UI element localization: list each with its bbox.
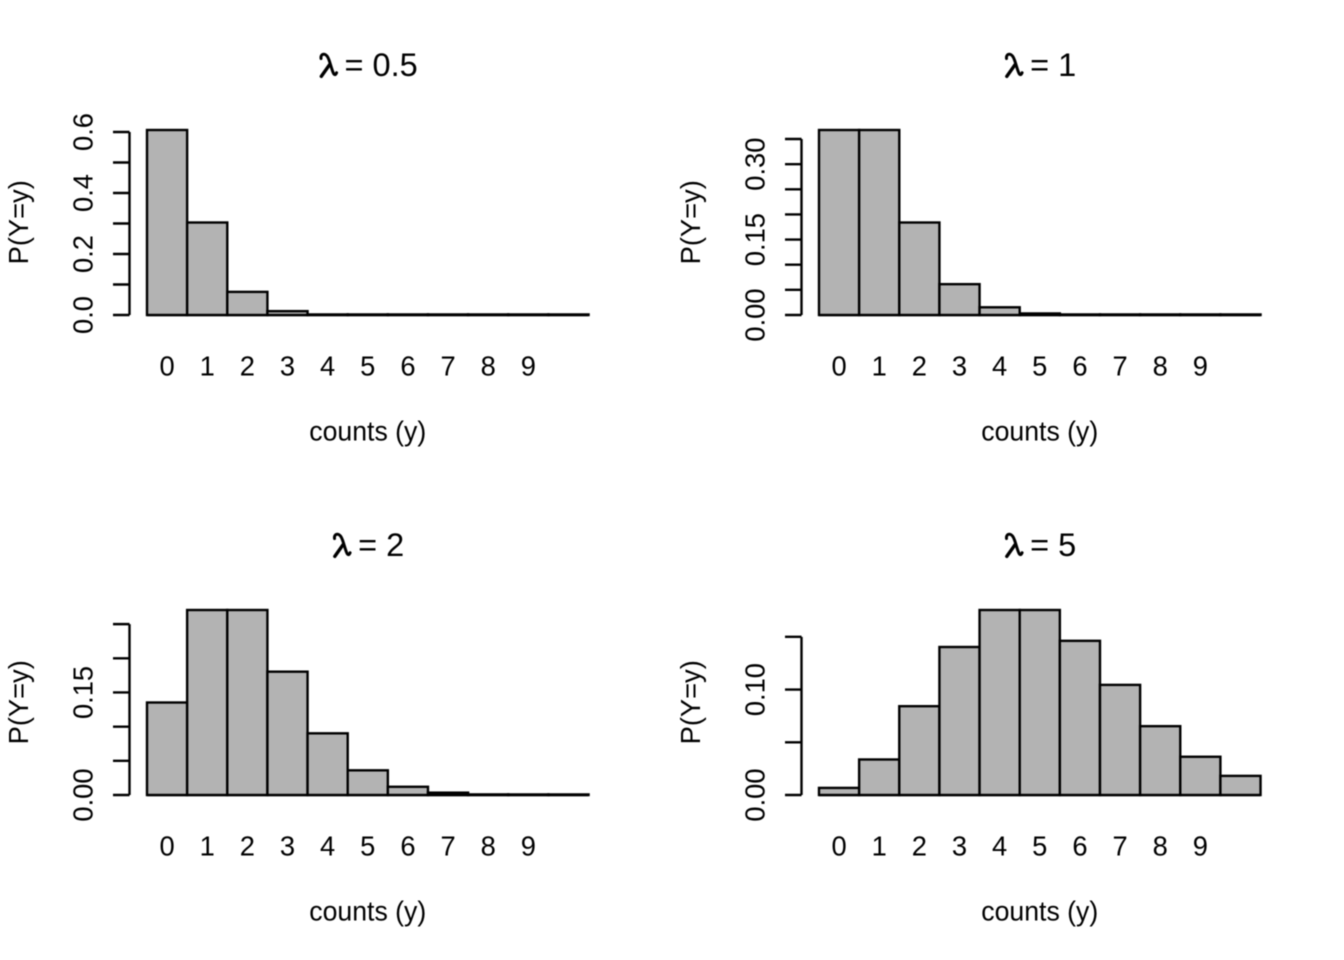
svg-text:8: 8 (1153, 351, 1168, 382)
svg-text:1: 1 (872, 351, 887, 382)
svg-text:5: 5 (1032, 831, 1047, 862)
svg-text:0.15: 0.15 (68, 666, 99, 719)
svg-text:0.15: 0.15 (740, 213, 771, 266)
svg-text:counts (y): counts (y) (309, 415, 426, 446)
svg-text:8: 8 (481, 351, 496, 382)
svg-text:4: 4 (992, 831, 1007, 862)
svg-text:0: 0 (831, 351, 846, 382)
svg-text:3: 3 (952, 831, 967, 862)
svg-text:7: 7 (440, 831, 455, 862)
svg-text:7: 7 (1112, 351, 1127, 382)
svg-text:1: 1 (872, 831, 887, 862)
svg-text:P(Y=y): P(Y=y) (3, 180, 34, 264)
svg-text:0.10: 0.10 (740, 663, 771, 716)
svg-text:9: 9 (521, 351, 536, 382)
svg-text:4: 4 (320, 831, 335, 862)
svg-text:counts (y): counts (y) (981, 415, 1098, 446)
svg-text:0: 0 (159, 351, 174, 382)
svg-text:P(Y=y): P(Y=y) (675, 180, 706, 264)
svg-text:1: 1 (200, 831, 215, 862)
svg-text:counts (y): counts (y) (981, 895, 1098, 926)
svg-text:7: 7 (440, 351, 455, 382)
svg-text:5: 5 (360, 831, 375, 862)
svg-text:0.00: 0.00 (68, 768, 99, 821)
svg-text:8: 8 (1153, 831, 1168, 862)
svg-text:2: 2 (912, 831, 927, 862)
svg-text:5: 5 (360, 351, 375, 382)
svg-text:0.00: 0.00 (740, 288, 771, 341)
svg-text:P(Y=y): P(Y=y) (675, 660, 706, 744)
svg-text:0.4: 0.4 (68, 174, 99, 212)
svg-text:counts (y): counts (y) (309, 895, 426, 926)
svg-text:4: 4 (320, 351, 335, 382)
svg-text:3: 3 (952, 351, 967, 382)
svg-text:6: 6 (400, 831, 415, 862)
svg-text:= 2: = 2 (358, 527, 404, 563)
svg-text:2: 2 (240, 351, 255, 382)
svg-text:= 0.5: = 0.5 (345, 47, 418, 83)
svg-text:6: 6 (1072, 351, 1087, 382)
svg-text:0.6: 0.6 (68, 113, 99, 151)
svg-text:8: 8 (481, 831, 496, 862)
svg-text:9: 9 (521, 831, 536, 862)
svg-text:0.2: 0.2 (68, 235, 99, 273)
svg-text:6: 6 (1072, 831, 1087, 862)
svg-text:7: 7 (1112, 831, 1127, 862)
svg-text:P(Y=y): P(Y=y) (3, 660, 34, 744)
svg-text:6: 6 (400, 351, 415, 382)
svg-text:9: 9 (1193, 351, 1208, 382)
svg-text:0: 0 (831, 831, 846, 862)
svg-text:2: 2 (912, 351, 927, 382)
svg-text:5: 5 (1032, 351, 1047, 382)
svg-text:3: 3 (280, 351, 295, 382)
svg-text:= 1: = 1 (1030, 47, 1076, 83)
svg-text:= 5: = 5 (1030, 527, 1076, 563)
svg-text:9: 9 (1193, 831, 1208, 862)
svg-text:0.30: 0.30 (740, 138, 771, 191)
svg-text:2: 2 (240, 831, 255, 862)
svg-text:0.00: 0.00 (740, 768, 771, 821)
svg-text:0: 0 (159, 831, 174, 862)
svg-text:4: 4 (992, 351, 1007, 382)
svg-text:1: 1 (200, 351, 215, 382)
svg-text:0.0: 0.0 (68, 296, 99, 334)
svg-text:3: 3 (280, 831, 295, 862)
